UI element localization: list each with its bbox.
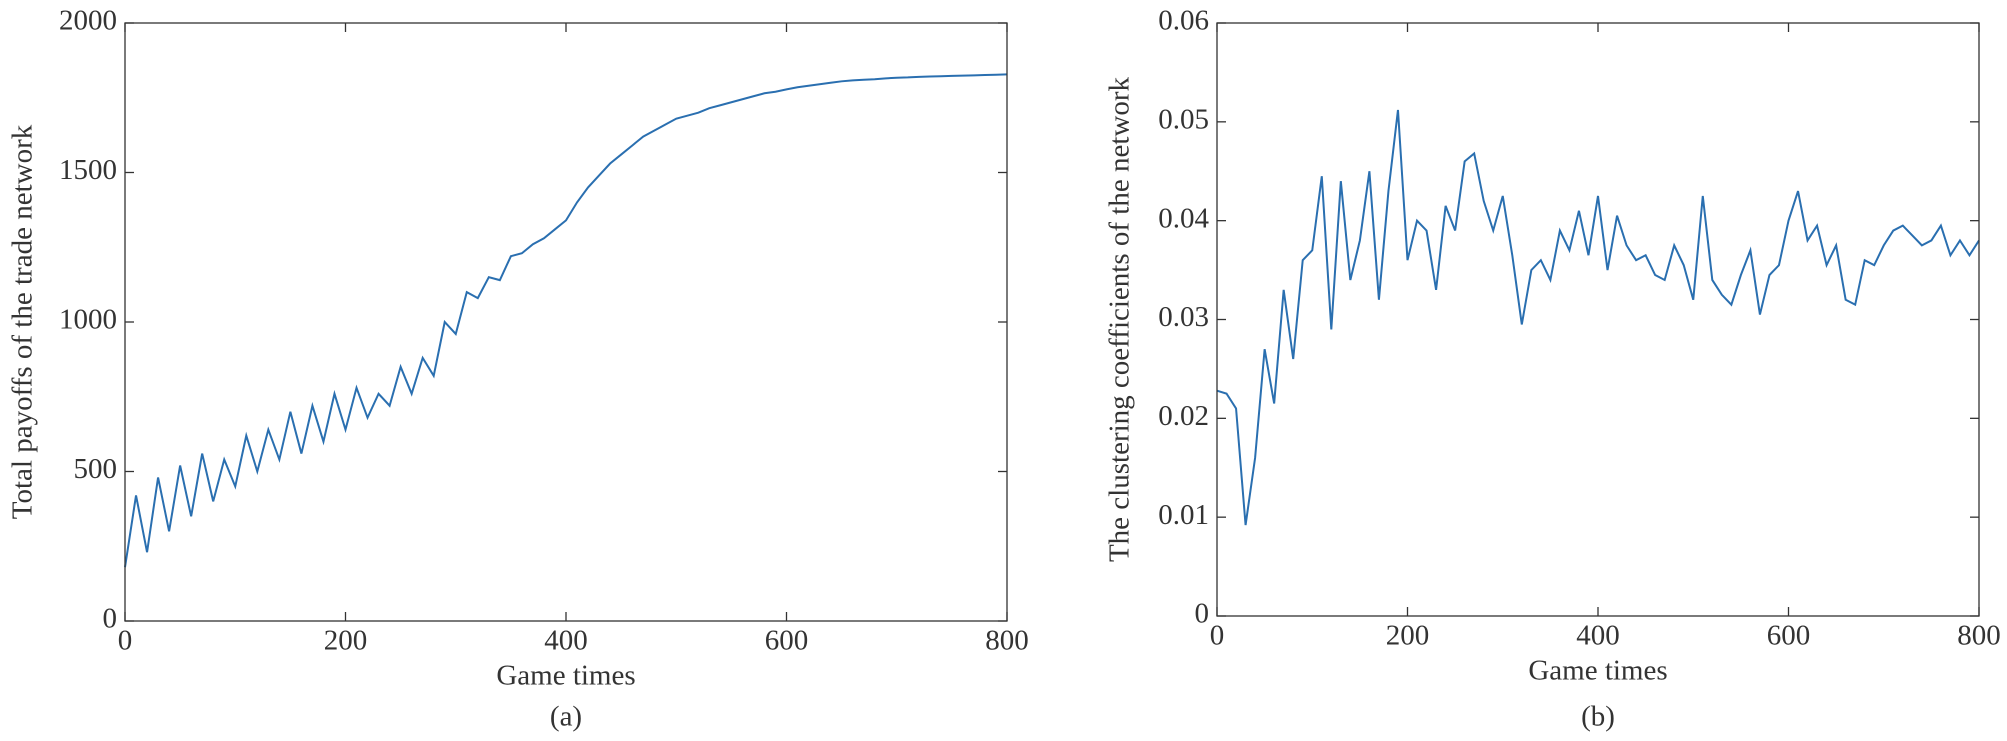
x-axis-label: Game times bbox=[1528, 655, 1667, 687]
x-tick-label: 0 bbox=[1210, 620, 1225, 652]
x-tick-label: 800 bbox=[985, 625, 1029, 657]
y-tick-label: 0.04 bbox=[1158, 202, 1209, 234]
y-tick-label: 0.06 bbox=[1158, 5, 1209, 37]
x-tick-label: 0 bbox=[118, 625, 133, 657]
caption: (b) bbox=[1581, 701, 1615, 733]
y-tick-label: 0 bbox=[1195, 598, 1210, 630]
data-line bbox=[1216, 109, 1980, 526]
y-tick-label: 1500 bbox=[59, 154, 117, 186]
y-tick-label: 0.02 bbox=[1158, 400, 1209, 432]
data-line bbox=[124, 73, 1008, 568]
y-tick-label: 500 bbox=[74, 453, 118, 485]
y-tick-label: 0.05 bbox=[1158, 103, 1209, 135]
y-tick-label: 0.03 bbox=[1158, 301, 1209, 333]
y-tick-label: 2000 bbox=[59, 5, 117, 37]
y-tick-label: 0.01 bbox=[1158, 499, 1209, 531]
y-axis-label: The clustering coefficients of the netwo… bbox=[1104, 76, 1136, 562]
caption: (a) bbox=[550, 701, 582, 733]
x-tick-label: 200 bbox=[1386, 620, 1430, 652]
x-tick-label: 400 bbox=[1576, 620, 1620, 652]
x-axis-label: Game times bbox=[496, 660, 635, 692]
y-axis-label: Total payoffs of the trade network bbox=[7, 124, 39, 519]
x-tick-label: 400 bbox=[544, 625, 588, 657]
plot-frame bbox=[124, 22, 1008, 622]
x-tick-label: 200 bbox=[324, 625, 368, 657]
x-tick-label: 600 bbox=[1767, 620, 1811, 652]
y-tick-label: 0 bbox=[103, 603, 118, 635]
x-tick-label: 600 bbox=[765, 625, 809, 657]
x-tick-label: 800 bbox=[1957, 620, 2001, 652]
y-tick-label: 1000 bbox=[59, 304, 117, 336]
